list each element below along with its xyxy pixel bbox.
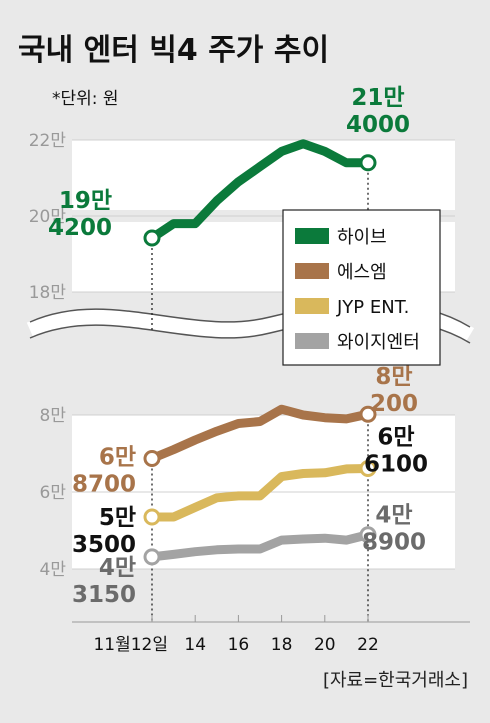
- drop-lines: [151, 162, 369, 622]
- series-line-yg: [147, 530, 373, 562]
- x-tick-label: 16: [228, 635, 250, 655]
- lower-band-1: [72, 415, 455, 491]
- start-value-label-jyp: 5만: [99, 505, 136, 531]
- y-tick-label: 18만: [29, 283, 67, 303]
- chart-title: 국내 엔터 빅4 주가 추이: [18, 33, 329, 68]
- legend-swatch-jyp: [295, 298, 329, 314]
- series-line-hybe: [147, 139, 373, 243]
- data-point-end-jyp: [359, 460, 377, 478]
- start-value-label-hybe: 19만: [59, 188, 112, 214]
- legend-swatch-yg: [295, 333, 329, 349]
- end-value-label-jyp: 6100: [364, 452, 428, 478]
- lower-band-2: [72, 491, 455, 569]
- x-tick-label: 22: [357, 635, 379, 655]
- legend-swatch-sm: [295, 263, 329, 279]
- series-line-jyp: [147, 464, 373, 522]
- y-tick-label: 22만: [29, 131, 67, 151]
- legend-label-jyp: JYP ENT.: [336, 297, 409, 318]
- y-tick-label: 8만: [40, 406, 67, 426]
- unit-label: *단위: 원: [52, 89, 119, 109]
- x-tick-label: 14: [184, 635, 206, 655]
- y-tick-label: 4만: [40, 560, 67, 580]
- start-value-label-jyp: 3500: [72, 532, 136, 558]
- y-tick-labels: 22만 20만 18만 8만 6만 4만: [29, 131, 67, 580]
- data-point-start-jyp: [143, 508, 161, 526]
- legend-swatch-hybe: [295, 228, 329, 244]
- data-point-start-sm: [143, 450, 161, 468]
- start-value-label-yg: 3150: [72, 582, 136, 608]
- y-tick-label: 6만: [40, 483, 67, 503]
- start-value-label-sm: 6만: [99, 445, 136, 471]
- start-value-label-hybe: 4200: [48, 215, 112, 241]
- x-tick-labels: 11월12일 14 16 18 20 22: [93, 615, 379, 655]
- legend-label-yg: 와이지엔터: [337, 332, 420, 353]
- end-value-label-sm: 200: [370, 391, 418, 417]
- value-labels: 19만420021만40006만87008만2005만35006만61004만3…: [48, 85, 428, 608]
- start-value-label-yg: 4만: [99, 555, 136, 581]
- x-tick-label: 20: [314, 635, 336, 655]
- series-line-sm: [147, 404, 373, 463]
- data-point-start-hybe: [143, 229, 161, 247]
- x-tick-label: 11월12일: [93, 635, 168, 655]
- y-tick-label: 20만: [29, 207, 67, 227]
- end-value-label-jyp: 6만: [377, 425, 414, 451]
- end-points: [143, 154, 377, 566]
- end-value-label-hybe: 21만: [351, 85, 404, 111]
- end-value-label-sm: 8만: [375, 364, 412, 390]
- legend-label-hybe: 하이브: [337, 227, 387, 248]
- x-tick-label: 18: [271, 635, 293, 655]
- data-point-start-yg: [143, 548, 161, 566]
- legend-label-sm: 에스엠: [337, 262, 387, 283]
- end-value-label-yg: 4만: [375, 503, 412, 529]
- start-value-label-sm: 8700: [72, 472, 136, 498]
- data-point-end-hybe: [359, 154, 377, 172]
- end-value-label-yg: 8900: [362, 530, 426, 556]
- source-label: [자료=한국거래소]: [323, 670, 468, 691]
- data-point-end-yg: [359, 526, 377, 544]
- series-lines: [147, 139, 373, 562]
- data-point-end-sm: [359, 405, 377, 423]
- end-value-label-hybe: 4000: [346, 112, 410, 138]
- upper-band-1: [72, 140, 455, 210]
